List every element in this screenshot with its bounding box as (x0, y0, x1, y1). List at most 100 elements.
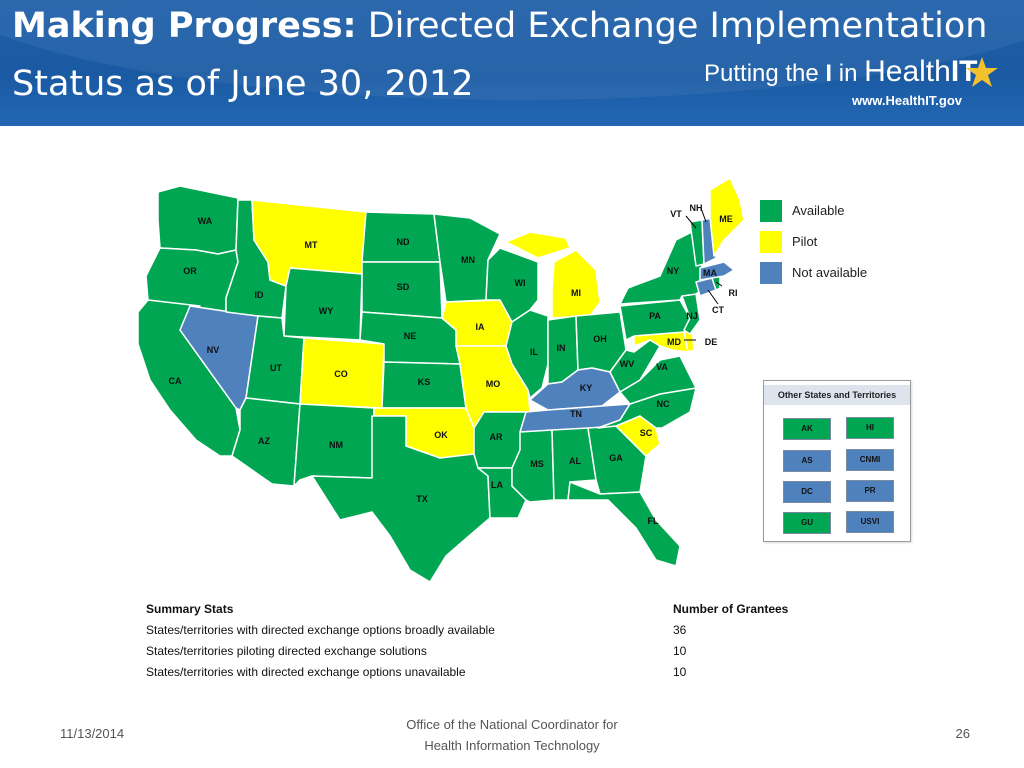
state-FL (567, 481, 681, 567)
stats-row-label: States/territories with directed exchang… (146, 623, 495, 637)
label-AL: AL (569, 456, 581, 466)
label-IN: IN (557, 343, 566, 353)
label-WV: WV (620, 359, 635, 369)
stats-header-label: Summary Stats (146, 602, 234, 616)
logo-wordmark: Putting the I in HealthIT (704, 55, 978, 89)
territory-AK: AK (783, 418, 831, 440)
label-NC: NC (657, 399, 670, 409)
label-ME: ME (719, 214, 733, 224)
label-CT: CT (712, 305, 724, 315)
label-ND: ND (397, 237, 410, 247)
label-AZ: AZ (258, 436, 270, 446)
label-PA: PA (649, 311, 661, 321)
legend-swatch-not-available (760, 262, 782, 284)
legend-label-available: Available (792, 203, 845, 218)
footer-org-line2: Health Information Technology (424, 738, 600, 753)
label-FL: FL (648, 516, 659, 526)
legend-label-pilot: Pilot (792, 234, 818, 249)
territory-GU: GU (783, 512, 831, 534)
title-bold: Making Progress: (12, 6, 357, 46)
label-MA: MA (703, 268, 717, 278)
label-CA: CA (169, 376, 182, 386)
label-KS: KS (418, 377, 431, 387)
legend-label-not-available: Not available (792, 265, 867, 280)
state-TX (311, 415, 491, 583)
label-NH: NH (690, 203, 703, 213)
label-MN: MN (461, 255, 475, 265)
label-NM: NM (329, 440, 343, 450)
legend-swatch-available (760, 200, 782, 222)
territories-panel: Other States and Territories AK HI AS CN… (763, 380, 911, 542)
stats-row: States/territories with directed exchang… (142, 665, 842, 685)
callout-lines (684, 207, 723, 341)
state-MI-UP (505, 231, 571, 259)
label-VA: VA (656, 362, 668, 372)
footer-date: 11/13/2014 (60, 726, 125, 741)
label-DE: DE (705, 337, 718, 347)
label-VT: VT (670, 209, 682, 219)
page-number: 26 (955, 726, 970, 741)
territories-title: Other States and Territories (764, 385, 910, 405)
territory-DC: DC (783, 481, 831, 503)
state-ME (709, 177, 745, 257)
title-banner: Making Progress: Directed Exchange Imple… (0, 0, 1024, 126)
label-MO: MO (486, 379, 501, 389)
label-WY: WY (319, 306, 334, 316)
stats-row: States/territories piloting directed exc… (142, 644, 842, 664)
footer-org-line1: Office of the National Coordinator for (406, 717, 618, 732)
label-OH: OH (593, 334, 607, 344)
logo-part4: Health (864, 55, 951, 88)
stats-row-value: 36 (673, 623, 687, 637)
label-WA: WA (198, 216, 213, 226)
state-WY (283, 267, 363, 341)
label-MI: MI (571, 288, 581, 298)
footer-organization: Office of the National Coordinator for H… (360, 714, 664, 756)
label-NJ: NJ (686, 311, 698, 321)
stats-row-label: States/territories piloting directed exc… (146, 644, 427, 658)
stats-row: States/territories with directed exchang… (142, 623, 842, 643)
label-LA: LA (491, 480, 503, 490)
label-GA: GA (609, 453, 623, 463)
stats-row-label: States/territories with directed exchang… (146, 665, 466, 679)
label-IL: IL (530, 347, 539, 357)
state-IL (505, 309, 549, 399)
territory-CNMI: CNMI (846, 449, 894, 471)
label-AR: AR (490, 432, 503, 442)
slide-title: Making Progress: Directed Exchange Imple… (12, 6, 987, 46)
label-TN: TN (570, 409, 582, 419)
label-MT: MT (305, 240, 318, 250)
state-MI (551, 249, 601, 319)
stats-header-value: Number of Grantees (673, 602, 789, 616)
stats-header-row: Summary Stats Number of Grantees (142, 602, 842, 622)
logo-part1: Putting the (704, 60, 826, 87)
state-MA (699, 261, 735, 281)
stats-row-value: 10 (673, 665, 687, 679)
territory-PR: PR (846, 480, 894, 502)
territory-AS: AS (783, 450, 831, 472)
label-OR: OR (183, 266, 197, 276)
label-NV: NV (207, 345, 220, 355)
label-MS: MS (530, 459, 544, 469)
label-TX: TX (416, 494, 428, 504)
slide-subtitle: Status as of June 30, 2012 (12, 64, 474, 104)
territory-HI: HI (846, 417, 894, 439)
label-KY: KY (580, 383, 593, 393)
label-RI: RI (729, 288, 738, 298)
state-NY (619, 229, 705, 305)
label-SC: SC (640, 428, 653, 438)
logo-part2: I (825, 60, 833, 87)
label-UT: UT (270, 363, 282, 373)
label-WI: WI (515, 278, 526, 288)
label-IA: IA (476, 322, 486, 332)
title-rest: Directed Exchange Implementation (356, 6, 988, 46)
label-NY: NY (667, 266, 680, 276)
stats-row-value: 10 (673, 644, 687, 658)
logo-url: www.HealthIT.gov (852, 93, 963, 108)
state-VA (619, 355, 697, 405)
territory-USVI: USVI (846, 511, 894, 533)
map-legend: Available Pilot Not available (760, 200, 867, 284)
legend-swatch-pilot (760, 231, 782, 253)
label-NE: NE (404, 331, 417, 341)
healthit-logo: Putting the I in HealthIT www.HealthIT.g… (704, 55, 1004, 115)
